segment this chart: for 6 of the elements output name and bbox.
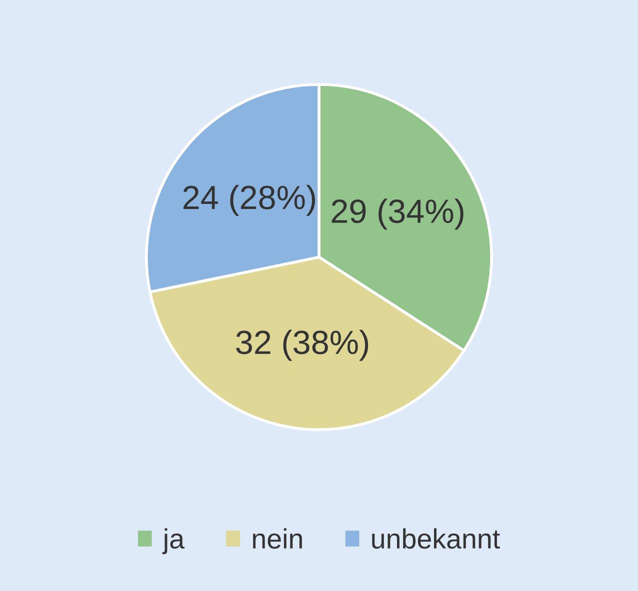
data-label: 29 (34%) xyxy=(332,198,464,230)
legend-label: unbekannt xyxy=(372,528,500,549)
legend-label: nein xyxy=(253,528,302,549)
legend-label: ja xyxy=(162,528,185,554)
data-label: 32 (38%) xyxy=(236,330,368,361)
data-label: 24 (28%) xyxy=(183,184,315,216)
